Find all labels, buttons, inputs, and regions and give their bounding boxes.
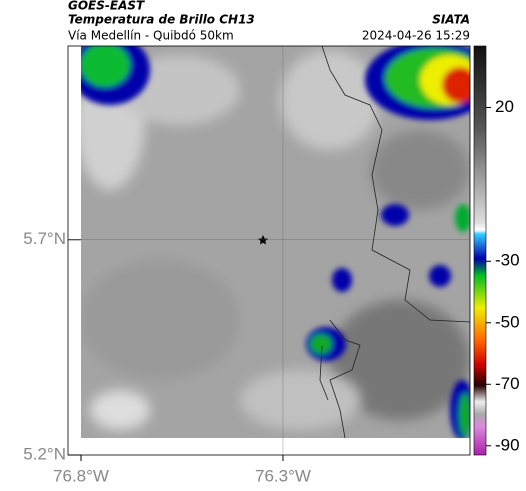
lat-tick-label: 5.2°N — [23, 444, 66, 463]
lon-tick-label: 76.8°W — [53, 466, 109, 485]
product: Temperatura de Brillo CH13 — [68, 13, 255, 27]
colorbar-tick-label: -70 — [495, 374, 520, 393]
colorbar-tick-label: 20 — [495, 97, 514, 116]
satellite: GOES-EAST — [68, 0, 145, 13]
timestamp: 2024-04-26 15:29 — [362, 29, 470, 43]
route: Vía Medellín - Quibdó 50km — [68, 29, 234, 43]
source: SIATA — [432, 13, 470, 27]
colorbar — [473, 45, 487, 456]
imagery — [81, 46, 470, 438]
lat-tick-label: 5.7°N — [23, 229, 66, 248]
map-frame — [67, 45, 471, 456]
lon-tick-label: 76.3°W — [255, 466, 311, 485]
colorbar-tick-label: -50 — [495, 312, 520, 331]
colorbar-tick-label: -30 — [495, 251, 520, 270]
colorbar-tick-label: -90 — [495, 435, 520, 454]
